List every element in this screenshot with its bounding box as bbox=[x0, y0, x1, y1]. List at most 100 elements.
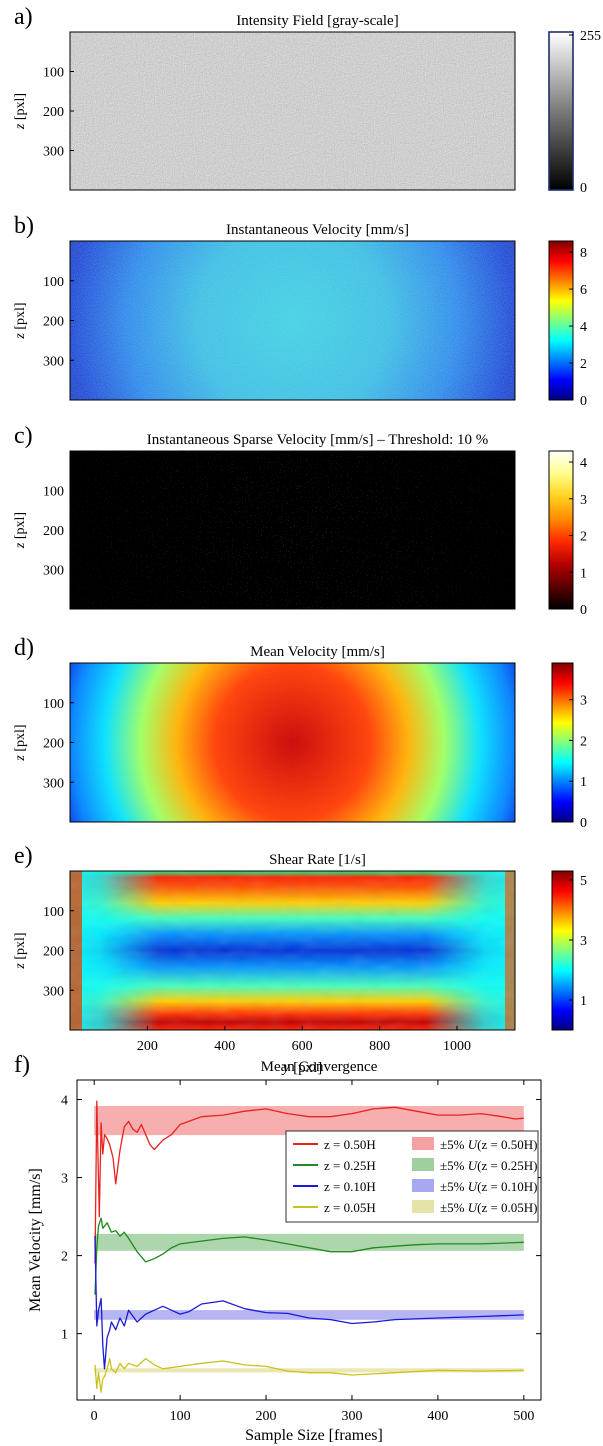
field-image bbox=[70, 663, 515, 822]
panel-letter: d) bbox=[14, 635, 34, 661]
colorbar-tick-label: 2 bbox=[580, 530, 587, 545]
legend-line-label: z = 0.10H bbox=[324, 1179, 376, 1194]
y-axis-variable: z bbox=[13, 333, 28, 340]
y-axis-label: z [pxl] bbox=[13, 302, 28, 339]
x-tick-label: 400 bbox=[214, 1039, 235, 1054]
x-axis-label: y [pxl] bbox=[281, 1060, 323, 1076]
x-tick-label: 200 bbox=[256, 1409, 277, 1424]
legend-line-label: z = 0.50H bbox=[324, 1137, 376, 1152]
legend-band-label: ±5% U(z = 0.50H) bbox=[440, 1137, 538, 1152]
y-axis-variable: z bbox=[13, 755, 28, 762]
colorbar-tick-label: 4 bbox=[580, 456, 587, 471]
series-line-0.05 bbox=[94, 1357, 524, 1393]
field-image bbox=[70, 871, 515, 1030]
y-tick-label: 200 bbox=[43, 737, 64, 752]
y-axis-variable: z bbox=[13, 542, 28, 549]
legend-band-swatch bbox=[412, 1158, 434, 1171]
colorbar-frame bbox=[548, 240, 574, 401]
legend-line-label: z = 0.05H bbox=[324, 1200, 376, 1215]
panel-letter: c) bbox=[14, 423, 33, 449]
y-tick-label: 1 bbox=[61, 1328, 68, 1343]
x-tick-label: 100 bbox=[170, 1409, 191, 1424]
y-tick-label: 100 bbox=[43, 485, 64, 500]
y-tick-label: 100 bbox=[43, 275, 64, 290]
colorbar-frame bbox=[548, 31, 574, 191]
field-image bbox=[70, 241, 515, 400]
field-image bbox=[70, 32, 515, 190]
colorbar-tick-label: 2 bbox=[580, 734, 587, 749]
colorbar-frame bbox=[551, 870, 574, 1031]
colorbar-gradient bbox=[552, 871, 573, 1030]
colorbar-gradient bbox=[549, 451, 573, 609]
y-tick-label: 2 bbox=[61, 1250, 68, 1265]
colorbar-tick-label: 4 bbox=[580, 320, 587, 335]
y-tick-label: 200 bbox=[43, 315, 64, 330]
panel-title: Instantaneous Sparse Velocity [mm/s] – T… bbox=[147, 432, 488, 448]
colorbar-tick-label: 0 bbox=[580, 394, 587, 409]
y-axis-label: z [pxl] bbox=[13, 932, 28, 969]
y-tick-label: 3 bbox=[61, 1172, 68, 1187]
panel-title: Intensity Field [gray-scale] bbox=[236, 13, 398, 29]
series-line-0.50 bbox=[94, 1100, 524, 1264]
colorbar-tick-label: 0 bbox=[580, 816, 587, 831]
y-tick-label: 300 bbox=[43, 984, 64, 999]
field-noise bbox=[70, 32, 515, 190]
y-axis-variable: z bbox=[13, 123, 28, 130]
field-texture bbox=[70, 871, 515, 1030]
colorbar: 4 3 2 1 0 bbox=[548, 450, 587, 618]
colorbar-tick-label: 1 bbox=[580, 566, 587, 581]
x-tick-label: 400 bbox=[427, 1409, 448, 1424]
colorbar-tick-label: 5 bbox=[580, 874, 587, 889]
field-noise-highlights bbox=[130, 276, 455, 365]
colorbar-tick-label: 2 bbox=[580, 357, 587, 372]
chart-axes-frame bbox=[76, 1079, 542, 1401]
panel-letter: b) bbox=[14, 213, 34, 239]
y-axis-variable: z bbox=[13, 963, 28, 970]
y-tick-label: 300 bbox=[43, 776, 64, 791]
series-line-0.10 bbox=[94, 1236, 524, 1370]
colorbar-tick-label: 1 bbox=[580, 775, 587, 790]
legend-band-label: ±5% U(z = 0.10H) bbox=[440, 1179, 538, 1194]
panel-letter: f) bbox=[14, 1052, 30, 1078]
colorbar: 5 3 1 bbox=[551, 870, 587, 1031]
colorbar-tick-label: 8 bbox=[580, 246, 587, 261]
y-tick-label: 300 bbox=[43, 145, 64, 160]
x-tick-label: 1000 bbox=[443, 1039, 471, 1054]
y-tick-label: 300 bbox=[43, 354, 64, 369]
panel-b: b) Instantaneous Velocity [mm/s] 100 200 300… bbox=[13, 213, 587, 409]
y-tick-label: 200 bbox=[43, 945, 64, 960]
colorbar-frame bbox=[551, 662, 574, 823]
y-axis-unit: [pxl] bbox=[13, 93, 28, 124]
y-axis-unit: [pxl] bbox=[13, 302, 28, 333]
x-tick-label: 0 bbox=[91, 1409, 98, 1424]
legend: z = 0.50H ±5% U(z = 0.50H) z = 0.25H ±5% U(… bbox=[285, 1130, 539, 1223]
y-tick-label: 100 bbox=[43, 697, 64, 712]
x-tick-label: 200 bbox=[137, 1039, 158, 1054]
x-axis-label: Sample Size [frames] bbox=[245, 1427, 383, 1444]
y-axis-label: z [pxl] bbox=[13, 93, 28, 130]
colorbar-tick-label: 3 bbox=[580, 934, 587, 949]
colorbar-gradient bbox=[549, 32, 573, 190]
y-axis-label: Mean Velocity [mm/s] bbox=[27, 1168, 44, 1312]
legend-band-label: ±5% U(z = 0.25H) bbox=[440, 1158, 538, 1173]
band-0.50 bbox=[94, 1106, 524, 1136]
legend-band-swatch bbox=[412, 1200, 434, 1213]
colorbar-tick-label: 1 bbox=[580, 994, 587, 1009]
field-image bbox=[70, 451, 515, 609]
legend-band-swatch bbox=[412, 1137, 434, 1150]
colorbar-tick-label: 255 bbox=[580, 29, 601, 44]
panel-letter: a) bbox=[14, 4, 33, 30]
x-tick-label: 800 bbox=[369, 1039, 390, 1054]
y-axis-unit: [pxl] bbox=[13, 932, 28, 963]
legend-line-label: z = 0.25H bbox=[324, 1158, 376, 1173]
colorbar: 255 0 bbox=[548, 29, 601, 196]
y-tick-label: 200 bbox=[43, 105, 64, 120]
x-tick-label: 600 bbox=[292, 1039, 313, 1054]
colorbar: 3 2 1 0 bbox=[551, 662, 587, 831]
panel-letter: e) bbox=[14, 843, 33, 869]
colorbar-tick-label: 3 bbox=[580, 493, 587, 508]
colorbar-tick-label: 0 bbox=[580, 603, 587, 618]
panel-title: Instantaneous Velocity [mm/s] bbox=[226, 222, 409, 238]
field-noise bbox=[70, 663, 515, 822]
